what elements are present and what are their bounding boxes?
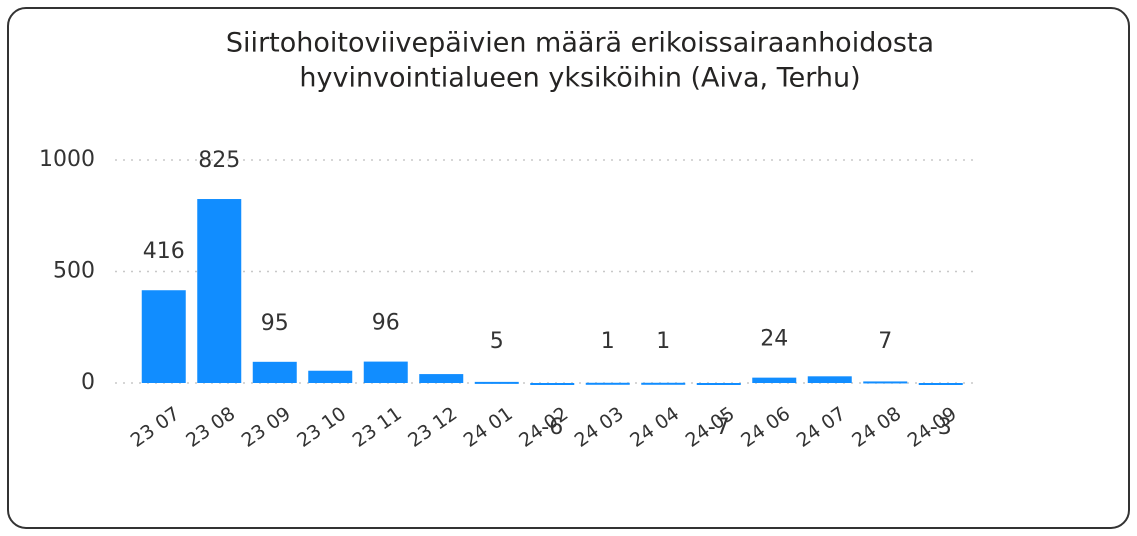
data-label: -3 — [930, 415, 952, 440]
y-tick-label: 1000 — [39, 147, 95, 172]
bar — [363, 361, 408, 383]
data-label: -6 — [541, 415, 563, 440]
bar — [696, 383, 741, 385]
bar — [308, 370, 353, 383]
bar — [585, 382, 630, 385]
data-label: 825 — [198, 148, 240, 173]
bar — [141, 290, 186, 383]
data-label: 5 — [490, 329, 504, 354]
frame — [7, 7, 1130, 529]
bar — [918, 383, 963, 385]
data-label: -7 — [708, 415, 730, 440]
data-label: 1 — [656, 329, 670, 354]
bar — [752, 377, 797, 383]
data-label: 96 — [372, 311, 400, 336]
bar — [530, 383, 575, 385]
data-label: 1 — [601, 329, 615, 354]
data-label: 24 — [760, 327, 788, 352]
y-tick-label: 500 — [53, 259, 95, 284]
chart-title: Siirtohoitoviivepäivien määrä erikoissai… — [226, 28, 934, 59]
data-label: 95 — [261, 311, 289, 336]
bar — [474, 381, 519, 384]
bar — [252, 361, 297, 383]
chart-title: hyvinvointialueen yksiköihin (Aiva, Terh… — [299, 63, 860, 94]
bar — [863, 381, 908, 384]
data-label: 416 — [143, 239, 185, 264]
bar — [641, 382, 686, 385]
bar — [197, 199, 242, 383]
y-tick-label: 0 — [81, 370, 95, 395]
bar — [419, 374, 464, 383]
bar — [807, 376, 852, 383]
data-label: 7 — [878, 329, 892, 354]
